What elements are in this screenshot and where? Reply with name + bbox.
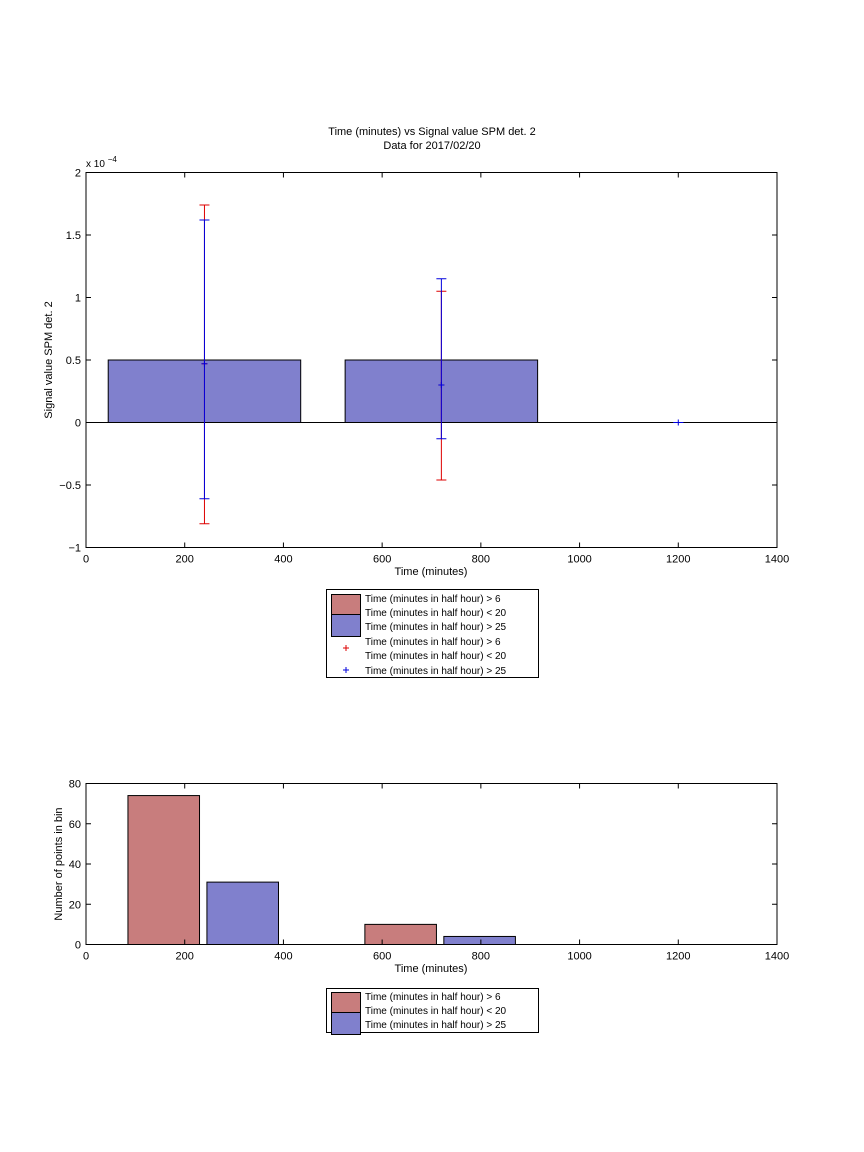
chart-1-y-tick-label: 0.5	[66, 355, 81, 367]
chart-2-x-tick-label: 1200	[666, 951, 690, 963]
legend-1-marker-series-1	[343, 667, 349, 673]
chart-1-x-label: Time (minutes)	[395, 566, 468, 578]
chart-2-x-tick-label: 600	[373, 951, 391, 963]
chart-2-bar	[206, 881, 279, 945]
legend-2-label-0b: Time (minutes in half hour) < 20	[365, 1006, 507, 1017]
chart-1: Time (minutes) vs Signal value SPM det. …	[43, 126, 789, 678]
chart-1-x-tick-label: 0	[83, 554, 89, 566]
chart-2-bar	[127, 795, 201, 946]
chart-1-errorbar	[199, 219, 210, 500]
legend-1-label-1: Time (minutes in half hour) > 25	[365, 622, 507, 633]
chart-1-x-tick-label: 200	[176, 554, 194, 566]
legend-1-patch-series-1	[331, 614, 361, 637]
legend-2-label-1: Time (minutes in half hour) > 25	[365, 1020, 507, 1031]
chart-2-bars	[127, 795, 516, 946]
chart-1-x-tick-label: 1000	[567, 554, 591, 566]
chart-1-y-multiplier-exp: −4	[108, 155, 118, 164]
chart-1-x-tick-label: 1400	[765, 554, 789, 566]
legend-1-label-0b: Time (minutes in half hour) < 20	[365, 608, 507, 619]
chart-1-errorbars	[199, 204, 684, 525]
chart-1-y-multiplier: x 10 −4	[86, 155, 117, 170]
chart-1-y-label: Signal value SPM det. 2	[43, 301, 55, 418]
chart-1-x-tick-label: 800	[472, 554, 490, 566]
chart-2-x-tick-label: 200	[176, 951, 194, 963]
legend-1-label-3: Time (minutes in half hour) > 25	[365, 666, 507, 677]
chart-2-x-tick-label: 1000	[567, 951, 591, 963]
chart-1-x-tick-label: 400	[274, 554, 292, 566]
chart-2-legend-box	[326, 988, 539, 1033]
chart-2-y-label: Number of points in bin	[53, 807, 65, 920]
chart-1-legend-box	[326, 589, 539, 678]
chart-1-x-tick-label: 1200	[666, 554, 690, 566]
chart-2-x-tick-label: 1400	[765, 951, 789, 963]
legend-1-label-0a: Time (minutes in half hour) > 6	[365, 594, 501, 605]
chart-2-x-tick-label: 0	[83, 951, 89, 963]
legend-1-marker-series-0	[343, 645, 349, 651]
chart-2-x-ticks: 0 200 400 600 800 1000 1200 1400	[83, 783, 789, 963]
chart-2-x-tick-label: 800	[472, 951, 490, 963]
chart-1-errorbar	[673, 419, 684, 426]
chart-1-legend: Time (minutes in half hour) > 6 Time (mi…	[326, 589, 539, 678]
chart-1-y-multiplier-base: x 10	[86, 159, 105, 170]
chart-1-y-tick-label: −0.5	[59, 480, 81, 492]
chart-1-title: Time (minutes) vs Signal value SPM det. …	[328, 126, 535, 138]
chart-2-y-ticks: 0 20 40 60 80	[69, 779, 777, 952]
chart-1-y-tick-label: 0	[75, 418, 81, 430]
chart-2-y-tick-label: 0	[75, 940, 81, 952]
chart-2-bar	[364, 923, 437, 945]
chart-2-y-tick-label: 20	[69, 899, 81, 911]
chart-2-x-label: Time (minutes)	[395, 963, 468, 975]
chart-1-bars	[107, 359, 539, 423]
legend-1-label-2a: Time (minutes in half hour) > 6	[365, 637, 501, 648]
chart-1-subtitle: Data for 2017/02/20	[383, 140, 480, 152]
chart-1-y-tick-label: 2	[75, 168, 81, 180]
chart-2: 0 200 400 600 800 1000 1200 1400 0 20 40 60 80 Time…	[53, 779, 789, 1035]
legend-2-label-0a: Time (minutes in half hour) > 6	[365, 992, 501, 1003]
chart-2-bar	[443, 935, 516, 946]
chart-2-legend: Time (minutes in half hour) > 6 Time (mi…	[326, 988, 539, 1035]
chart-1-x-ticks: 0 200 400 600 800 1000 1200 1400	[83, 172, 789, 566]
legend-2-patch-series-1	[331, 1012, 361, 1035]
chart-1-y-ticks: −1 −0.5 0 0.5 1 1.5 2	[59, 168, 777, 555]
chart-1-errorbar	[436, 278, 447, 440]
chart-2-y-tick-label: 80	[69, 779, 81, 791]
chart-1-x-tick-label: 600	[373, 554, 391, 566]
chart-2-y-tick-label: 40	[69, 859, 81, 871]
chart-1-y-tick-label: 1	[75, 293, 81, 305]
legend-1-patch-series-0	[331, 594, 361, 617]
chart-1-y-tick-label: −1	[68, 543, 81, 555]
legend-2-patch-series-0	[331, 992, 361, 1015]
chart-2-y-tick-label: 60	[69, 819, 81, 831]
chart-1-y-tick-label: 1.5	[66, 230, 81, 242]
chart-2-x-tick-label: 400	[274, 951, 292, 963]
legend-1-label-2b: Time (minutes in half hour) < 20	[365, 651, 507, 662]
